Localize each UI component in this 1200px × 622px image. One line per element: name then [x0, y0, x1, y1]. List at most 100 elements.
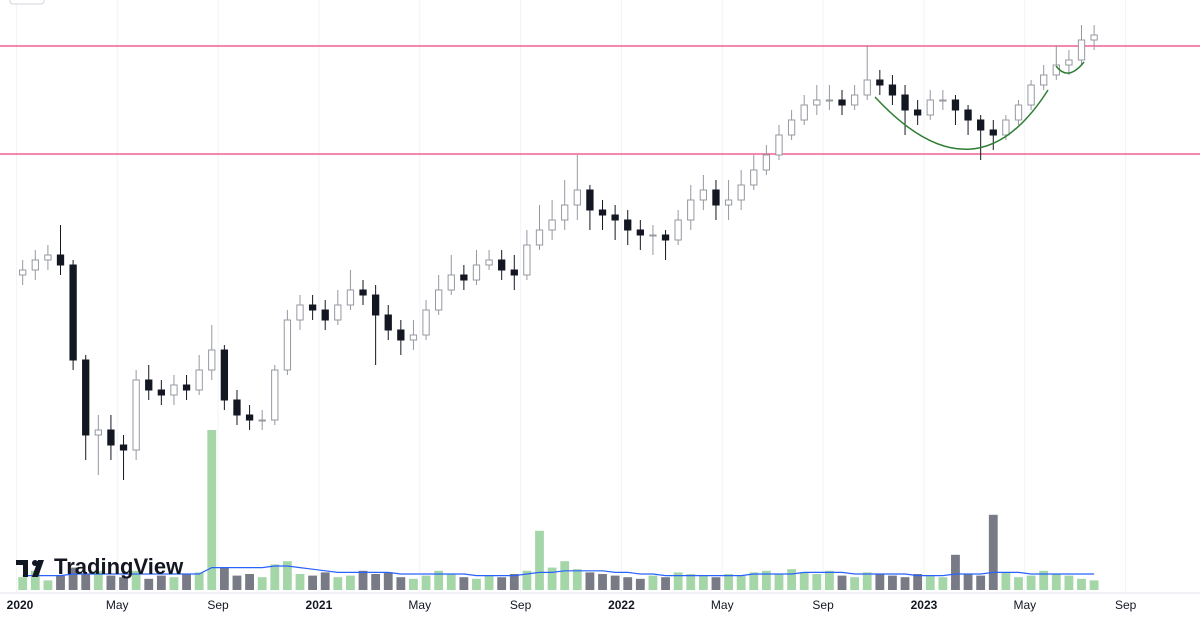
candles: [19, 25, 1098, 480]
volume-pane: [18, 430, 1099, 590]
candle-body: [611, 214, 619, 221]
logo-dot: [32, 560, 38, 566]
candle-body: [157, 389, 165, 396]
volume-bar: [1077, 578, 1086, 590]
volume-bar: [522, 570, 532, 590]
grid: [15, 0, 1127, 593]
candle-body: [586, 189, 594, 211]
volume-bar: [635, 578, 645, 590]
volume-bar: [333, 577, 343, 590]
candle-body: [1065, 59, 1073, 66]
volume-bar: [257, 577, 267, 590]
volume-bar: [270, 564, 280, 590]
candle-body: [334, 304, 342, 321]
volume-bar: [144, 578, 154, 590]
candle-body: [422, 309, 430, 336]
candle-body: [69, 264, 77, 361]
candle-body: [951, 99, 960, 111]
volume-bar: [156, 575, 166, 590]
candle-body: [384, 314, 392, 331]
candle-body: [296, 304, 304, 321]
volume-bar: [913, 574, 923, 590]
candle-body: [1090, 34, 1098, 41]
volume-bar: [131, 570, 141, 590]
x-tick-label: May: [408, 598, 431, 612]
candle-body: [750, 169, 758, 186]
volume-bar: [509, 574, 519, 590]
volume-bar: [862, 572, 872, 590]
volume-bar: [686, 574, 696, 590]
candle-body: [699, 189, 708, 201]
brand-name: TradingView: [54, 554, 184, 579]
candle-body: [472, 264, 481, 281]
volume-bar: [799, 572, 809, 590]
volume-bar: [81, 574, 91, 590]
volume-bar: [1051, 574, 1061, 590]
volume-bar: [282, 561, 292, 590]
candle-body: [548, 219, 556, 231]
volume-bar: [320, 572, 330, 590]
volume-bar: [219, 567, 229, 590]
volume-bar: [774, 574, 784, 590]
candle-body: [346, 289, 355, 306]
volume-bar: [938, 577, 948, 590]
candle-body: [132, 379, 140, 451]
candle-body: [825, 99, 834, 102]
volume-bar: [194, 572, 204, 590]
volume-bar: [245, 574, 254, 590]
volume-bar: [711, 577, 721, 590]
candle-body: [598, 209, 607, 216]
candle-body: [94, 429, 102, 436]
candle-body: [145, 379, 153, 391]
volume-bar: [585, 572, 595, 590]
candle-body: [19, 269, 27, 276]
volume-bar: [888, 575, 897, 590]
volume-bar: [724, 574, 733, 590]
volume-bar: [1026, 575, 1036, 590]
candle-body: [737, 184, 745, 201]
candle-body: [435, 289, 443, 311]
volume-bar: [1014, 577, 1023, 590]
volume-bar: [1089, 580, 1099, 590]
volume-bar: [547, 567, 557, 590]
volume-bar: [43, 580, 53, 590]
candle-body: [119, 444, 128, 451]
candle-body: [712, 189, 720, 206]
candle-body: [838, 99, 846, 106]
x-tick-label: Sep: [207, 598, 229, 612]
x-tick-label: 2021: [306, 598, 333, 612]
volume-bar: [182, 574, 191, 590]
volume-bar: [1064, 575, 1074, 590]
x-tick-label: May: [106, 598, 129, 612]
x-tick-label: 2020: [7, 598, 34, 612]
candle-body: [989, 129, 997, 136]
candle-body: [359, 289, 367, 296]
candle-body: [901, 94, 909, 111]
candle-body: [624, 219, 632, 231]
x-tick-label: 2022: [608, 598, 635, 612]
volume-bar: [93, 570, 103, 590]
volume-bar: [925, 575, 935, 590]
corner-button[interactable]: [9, 0, 45, 5]
candle-body: [787, 119, 796, 136]
candle-body: [687, 199, 695, 221]
volume-bar: [661, 577, 670, 590]
volume-bar: [698, 575, 708, 590]
volume-bar: [623, 577, 633, 590]
candle-body: [82, 359, 90, 436]
candle-body: [308, 304, 317, 311]
candle-body: [44, 254, 52, 261]
candle-body: [208, 349, 216, 371]
volume-bar: [837, 575, 847, 590]
volume-bar: [346, 575, 355, 590]
x-tick-label: Sep: [510, 598, 532, 612]
candle-body: [409, 334, 418, 341]
candle-body: [649, 234, 657, 237]
volume-bar: [207, 430, 217, 590]
volume-bar: [988, 514, 998, 590]
x-tick-label: May: [711, 598, 734, 612]
candle-body: [775, 134, 783, 156]
candle-body: [258, 419, 266, 422]
